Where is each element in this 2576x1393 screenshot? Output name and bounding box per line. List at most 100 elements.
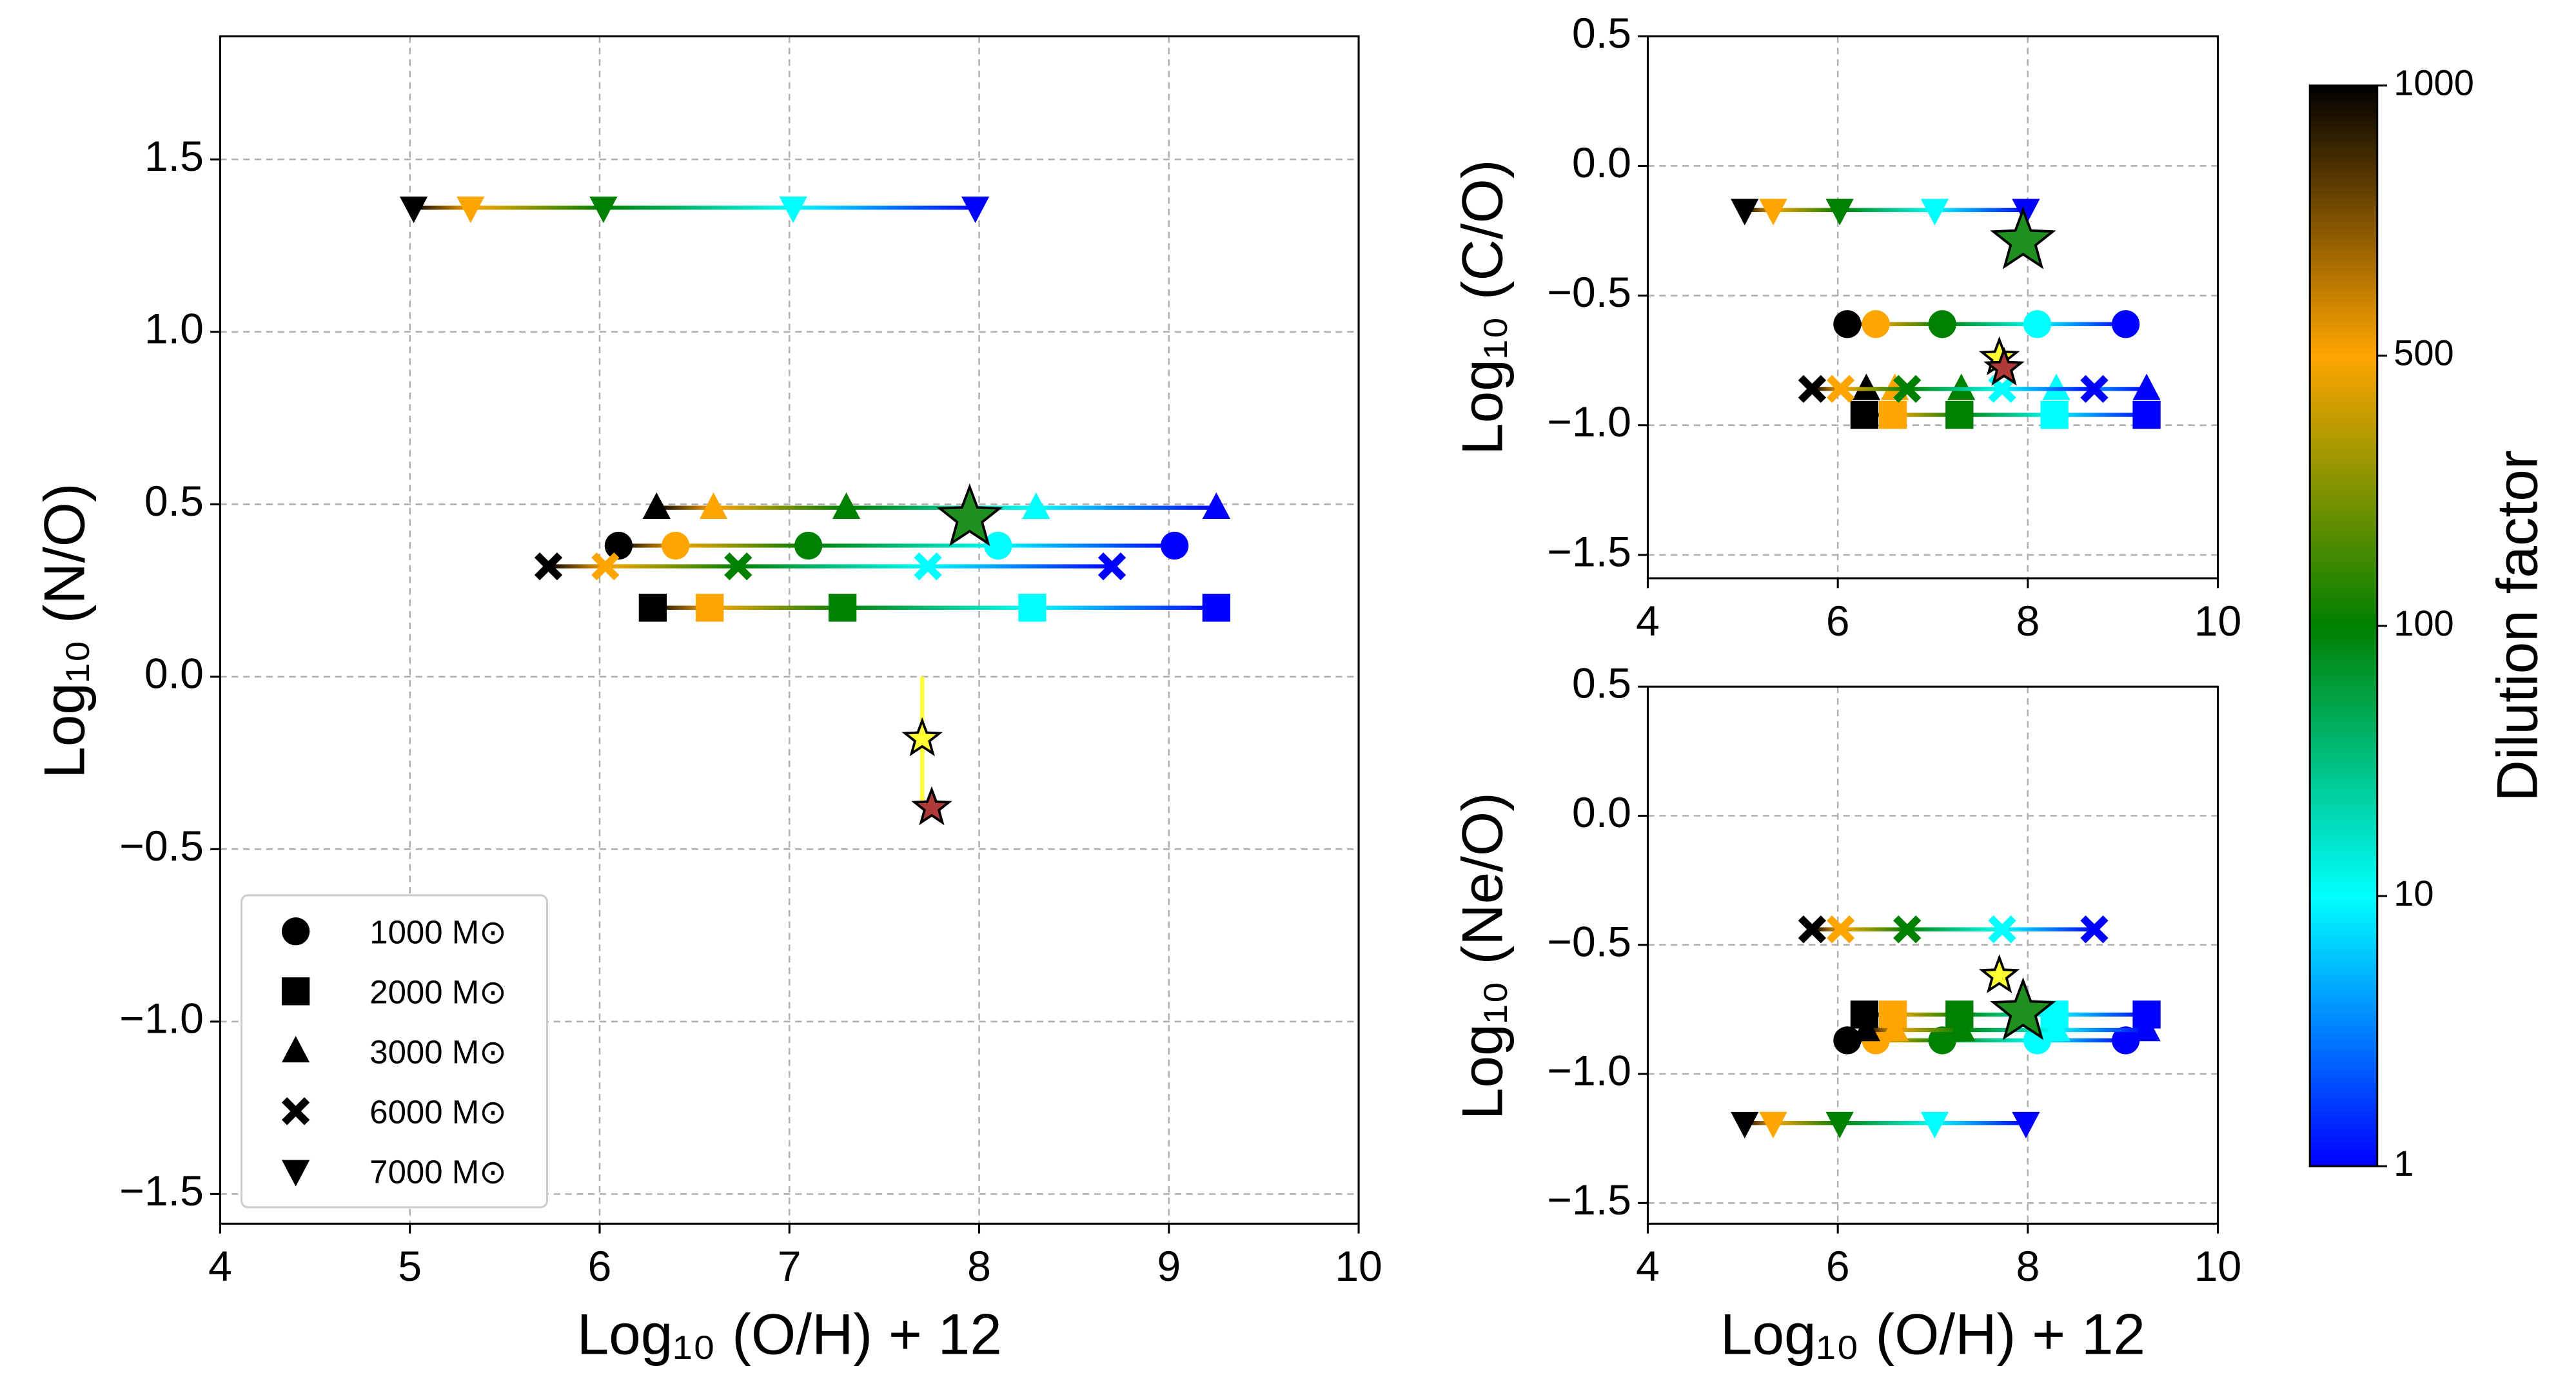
plot-frame	[219, 35, 1360, 1225]
marker-point	[1097, 552, 1126, 581]
marker-point	[2023, 1026, 2052, 1055]
y-axis-label: Log₁₀ (N/O)	[32, 483, 97, 778]
marker-point	[642, 492, 671, 519]
observed-star	[901, 717, 943, 757]
x-tick-label: 6	[588, 1243, 612, 1291]
x-tick-label: 8	[2016, 598, 2040, 645]
marker-point	[2042, 1015, 2070, 1042]
marker-point	[1833, 1026, 1862, 1055]
colorbar-label: Dilution factor	[2484, 450, 2549, 801]
x-tick-label: 10	[2194, 1243, 2242, 1291]
marker-point	[662, 531, 690, 560]
marker-point	[794, 531, 823, 560]
marker-point	[2111, 1026, 2140, 1055]
colorbar-tick-label: 1	[2394, 1143, 2414, 1184]
x-axis-label: Log₁₀ (O/H) + 12	[577, 1301, 1002, 1366]
marker-point	[1920, 1111, 1949, 1138]
marker-point	[2132, 373, 2161, 400]
marker-point	[1852, 1015, 1881, 1042]
marker-point	[604, 531, 633, 560]
y-tick-label: 0.5	[1572, 10, 1631, 57]
x-tick-label: 4	[1636, 1243, 1660, 1291]
x-tick-label: 7	[778, 1243, 801, 1291]
x-tick-label: 8	[967, 1243, 991, 1291]
x-tick-label: 5	[398, 1243, 422, 1291]
y-tick-label: −1.5	[1547, 528, 1631, 576]
marker-point	[832, 492, 861, 519]
marker-point	[1160, 531, 1189, 560]
marker-point	[1018, 594, 1047, 622]
legend-label: 1000 M⊙	[369, 913, 507, 950]
marker-point	[1880, 1015, 1909, 1042]
legend-marker	[281, 977, 310, 1006]
marker-point	[1731, 199, 1759, 226]
marker-point	[2080, 915, 2109, 944]
marker-point	[695, 594, 724, 622]
observed-star	[936, 483, 1003, 547]
marker-point	[2132, 400, 2161, 429]
y-tick-label: 0.0	[1572, 139, 1631, 187]
marker-point	[724, 552, 752, 581]
plot-frame	[1646, 35, 2219, 580]
y-tick-label: 0.5	[144, 478, 204, 525]
marker-point	[1798, 915, 1827, 944]
marker-point	[1202, 492, 1231, 519]
marker-point	[1825, 199, 1854, 226]
y-tick-label: 0.5	[1572, 660, 1631, 708]
x-tick-label: 8	[2016, 1243, 2040, 1291]
colorbar-tick-label: 1000	[2394, 63, 2474, 103]
legend-marker	[281, 917, 310, 946]
x-tick-label: 4	[208, 1243, 232, 1291]
marker-point	[699, 492, 728, 519]
observed-star	[1978, 954, 2020, 993]
legend-box	[241, 894, 548, 1209]
marker-point	[2023, 310, 2052, 338]
marker-point	[828, 594, 857, 622]
observed-star	[1983, 346, 2025, 386]
marker-point	[914, 552, 942, 581]
marker-point	[2111, 310, 2140, 338]
marker-point	[399, 196, 428, 224]
colorbar-tick-label: 500	[2394, 333, 2454, 373]
colorbar	[2308, 84, 2379, 1167]
marker-point	[1947, 1015, 1976, 1042]
marker-point	[1826, 915, 1855, 944]
marker-point	[1731, 1111, 1759, 1138]
marker-point	[2012, 199, 2040, 226]
marker-point	[2132, 1015, 2161, 1042]
y-tick-label: −1.0	[119, 995, 204, 1042]
marker-point	[1920, 199, 1949, 226]
x-tick-label: 10	[2194, 598, 2242, 645]
legend-marker	[281, 1036, 310, 1063]
plot-frame	[1646, 685, 2219, 1225]
x-axis-label: Log₁₀ (O/H) + 12	[1720, 1301, 2145, 1366]
marker-point	[1833, 310, 1862, 338]
marker-point	[1893, 915, 1922, 944]
marker-point	[1826, 375, 1855, 404]
marker-point	[1893, 375, 1922, 404]
marker-point	[1759, 1111, 1787, 1138]
marker-point	[779, 196, 807, 224]
marker-point	[1878, 400, 1907, 429]
marker-point	[1928, 310, 1956, 338]
legend-marker	[281, 1160, 310, 1187]
legend-label: 6000 M⊙	[369, 1093, 507, 1130]
y-tick-label: 0.0	[1572, 789, 1631, 837]
marker-point	[1988, 915, 2016, 944]
x-tick-label: 9	[1157, 1243, 1181, 1291]
legend-label: 3000 M⊙	[369, 1033, 507, 1070]
y-tick-label: −0.5	[1547, 269, 1631, 317]
y-axis-label: Log₁₀ (Ne/O)	[1450, 792, 1514, 1120]
marker-point	[1850, 400, 1879, 429]
marker-point	[2042, 373, 2070, 400]
observed-star	[1990, 206, 2056, 269]
marker-point	[1862, 310, 1890, 338]
colorbar-tick-label: 10	[2394, 873, 2433, 913]
marker-point	[1798, 375, 1827, 404]
marker-point	[591, 552, 620, 581]
y-tick-label: −0.5	[119, 823, 204, 870]
marker-point	[589, 196, 618, 224]
legend-marker	[281, 1097, 310, 1125]
marker-point	[1945, 400, 1974, 429]
